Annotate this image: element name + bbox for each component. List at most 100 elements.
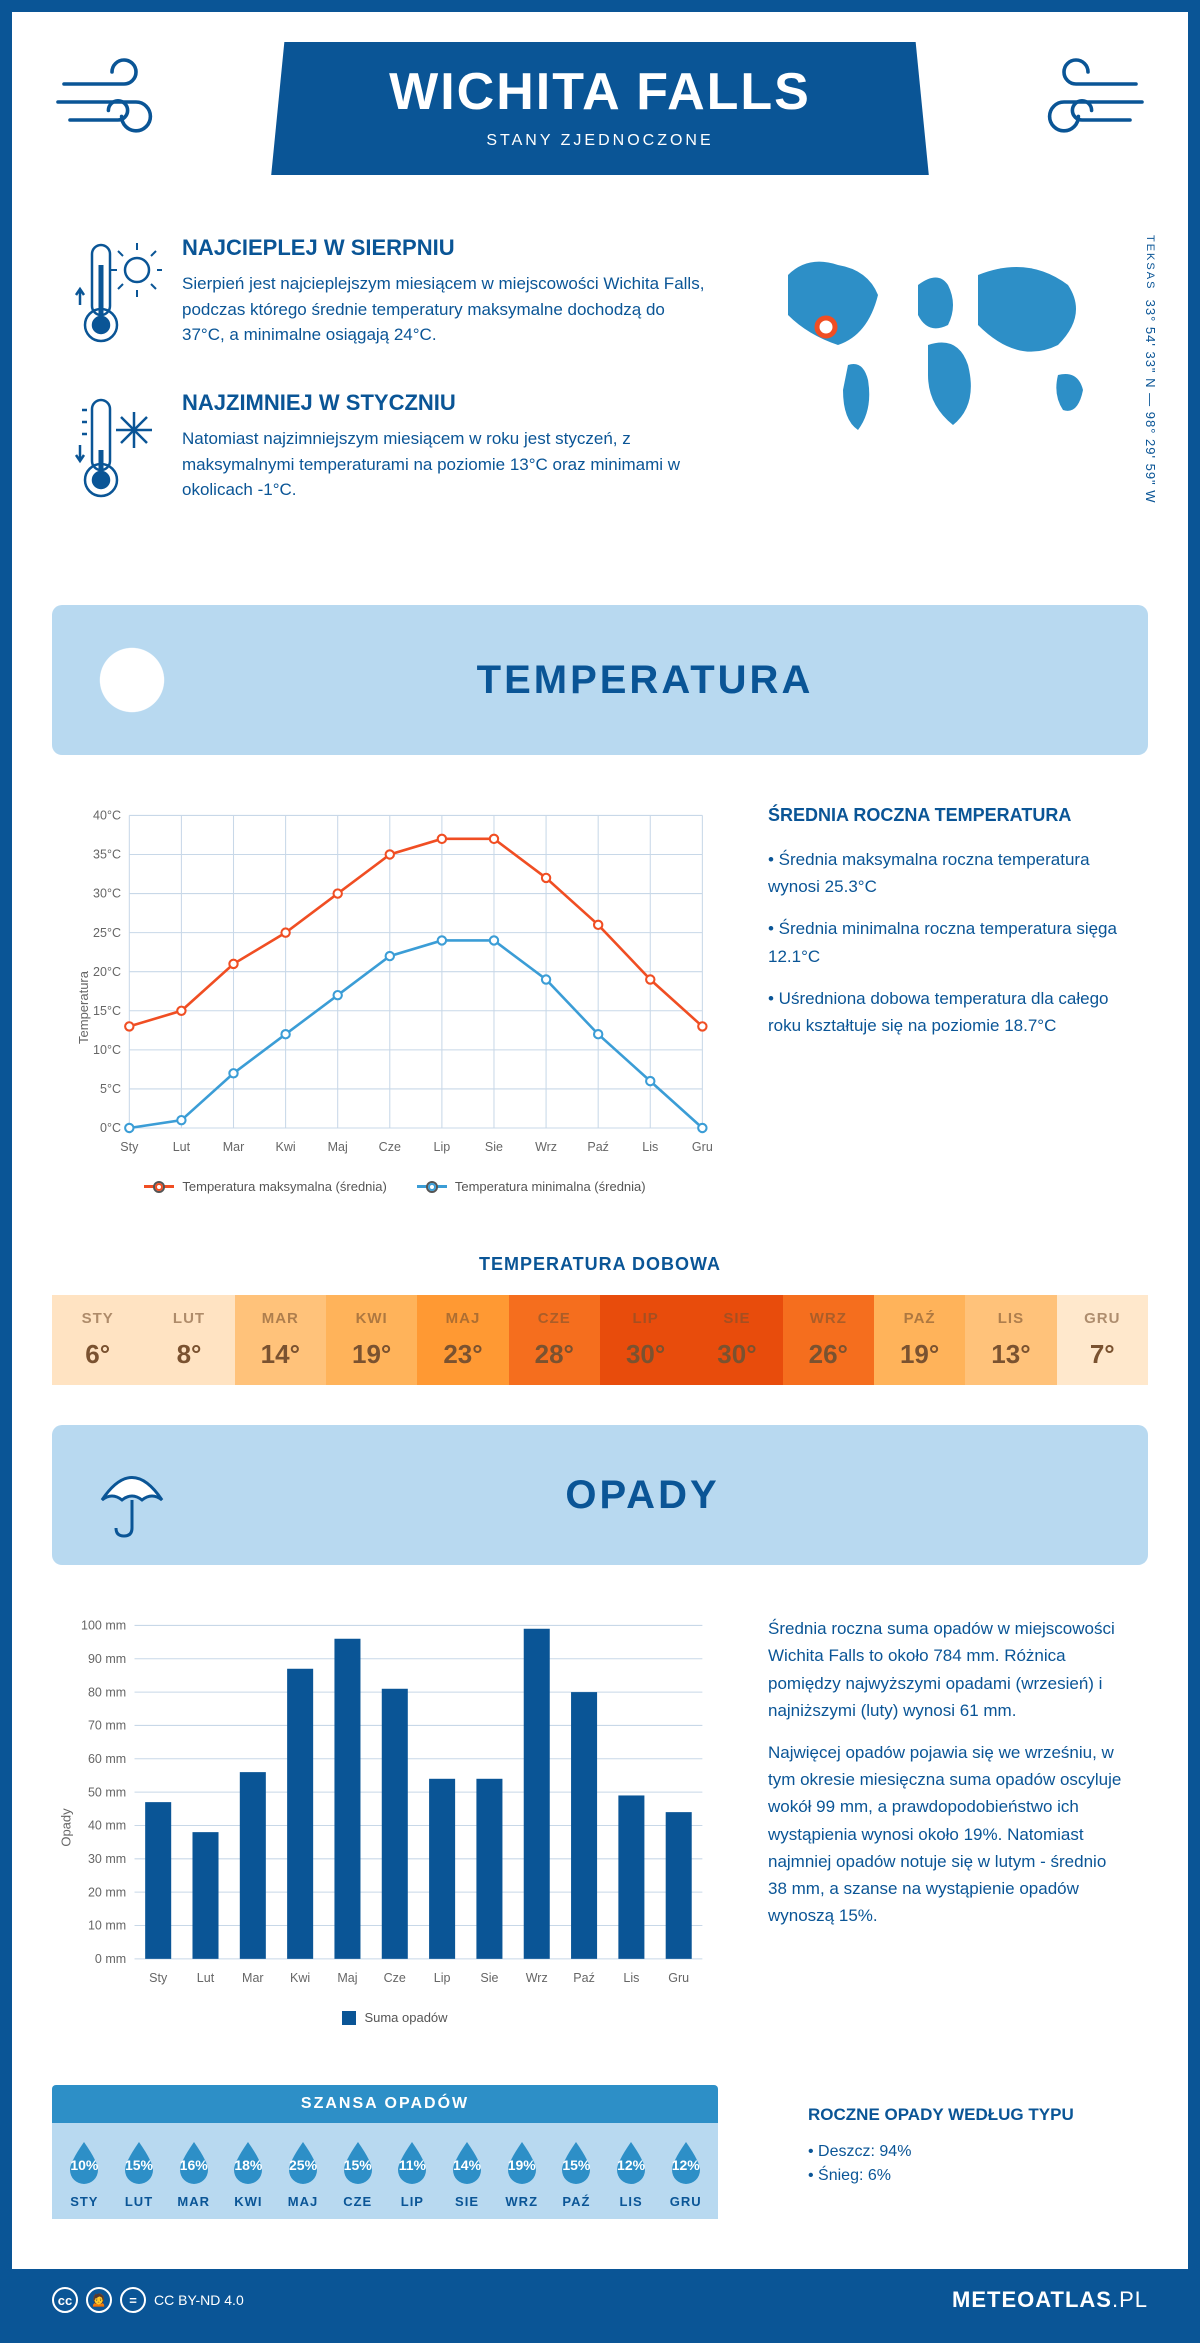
footer-brand: METEOATLAS.PL [952,2287,1148,2313]
temperature-section-header: TEMPERATURA [52,605,1148,755]
temp-cell: CZE28° [509,1295,600,1385]
city-title: WICHITA FALLS [351,62,849,122]
svg-text:20°C: 20°C [93,965,121,979]
svg-text:Sty: Sty [120,1140,139,1154]
daily-temp-table: STY6°LUT8°MAR14°KWI19°MAJ23°CZE28°LIP30°… [52,1295,1148,1385]
svg-text:Lis: Lis [623,1971,639,1985]
location-marker [817,318,835,336]
svg-text:100 mm: 100 mm [81,1619,126,1633]
temp-cell: LIS13° [965,1295,1056,1385]
svg-text:Maj: Maj [337,1971,357,1985]
temp-cell: LUT8° [143,1295,234,1385]
svg-text:25°C: 25°C [93,926,121,940]
svg-text:Sie: Sie [485,1140,503,1154]
svg-text:15°C: 15°C [93,1004,121,1018]
title-ribbon: WICHITA FALLS STANY ZJEDNOCZONE [271,42,929,175]
intro-section: NAJCIEPLEJ W SIERPNIU Sierpień jest najc… [12,215,1188,585]
rain-chance-cell: 14%SIE [440,2138,495,2209]
svg-text:0°C: 0°C [100,1121,121,1135]
coordinates: TEKSAS 33° 54' 33" N — 98° 29' 59" W [1143,235,1158,504]
svg-text:Lis: Lis [642,1140,658,1154]
hottest-title: NAJCIEPLEJ W SIERPNIU [182,235,708,261]
svg-text:40 mm: 40 mm [88,1819,126,1833]
temperature-legend: Temperatura maksymalna (średnia) Tempera… [72,1179,718,1194]
rain-chance-cell: 18%KWI [221,2138,276,2209]
svg-text:Lip: Lip [434,1140,451,1154]
precipitation-chart: Opady 0 mm10 mm20 mm30 mm40 mm50 mm60 mm… [72,1615,718,2025]
daily-temp-heading: TEMPERATURA DOBOWA [12,1254,1188,1275]
svg-text:10°C: 10°C [93,1043,121,1057]
svg-text:0 mm: 0 mm [95,1952,126,1966]
temp-cell: KWI19° [326,1295,417,1385]
precipitation-info: Średnia roczna suma opadów w miejscowośc… [768,1615,1128,2025]
svg-text:Gru: Gru [668,1971,689,1985]
temp-cell: GRU7° [1057,1295,1148,1385]
svg-text:Lut: Lut [173,1140,191,1154]
precipitation-section-header: OPADY [52,1425,1148,1565]
svg-text:5°C: 5°C [100,1082,121,1096]
rain-chance-cell: 15%PAŹ [549,2138,604,2209]
country-subtitle: STANY ZJEDNOCZONE [351,132,849,150]
svg-text:Kwi: Kwi [290,1971,310,1985]
svg-text:70 mm: 70 mm [88,1719,126,1733]
svg-text:Cze: Cze [379,1140,401,1154]
svg-text:Lip: Lip [434,1971,451,1985]
coldest-text: Natomiast najzimniejszym miesiącem w rok… [182,426,708,503]
rain-chance-cell: 12%GRU [658,2138,713,2209]
precipitation-heading: OPADY [177,1473,1108,1518]
svg-text:Cze: Cze [384,1971,406,1985]
rain-chance-cell: 12%LIS [604,2138,659,2209]
svg-text:Mar: Mar [242,1971,264,1985]
svg-text:Sty: Sty [149,1971,168,1985]
temp-cell: STY6° [52,1295,143,1385]
wind-icon-left [52,42,172,162]
by-icon: 🙍 [86,2287,112,2313]
rain-chance-cell: 16%MAR [166,2138,221,2209]
svg-text:35°C: 35°C [93,848,121,862]
nd-icon: = [120,2287,146,2313]
precipitation-legend: Suma opadów [72,2010,718,2025]
hottest-block: NAJCIEPLEJ W SIERPNIU Sierpień jest najc… [72,235,708,360]
svg-text:50 mm: 50 mm [88,1786,126,1800]
svg-text:Maj: Maj [328,1140,348,1154]
sun-icon [82,630,182,730]
rain-chance-cell: 19%WRZ [494,2138,549,2209]
umbrella-icon [87,1450,177,1540]
temperature-heading: TEMPERATURA [182,658,1108,703]
license: cc 🙍 = CC BY-ND 4.0 [52,2287,244,2313]
svg-text:Paź: Paź [573,1971,595,1985]
svg-text:Gru: Gru [692,1140,713,1154]
rain-chance-cell: 10%STY [57,2138,112,2209]
svg-text:Lut: Lut [197,1971,215,1985]
svg-text:Mar: Mar [223,1140,245,1154]
header: WICHITA FALLS STANY ZJEDNOCZONE [12,12,1188,215]
svg-text:Paź: Paź [587,1140,609,1154]
thermometer-sun-icon [72,235,162,360]
footer: cc 🙍 = CC BY-ND 4.0 METEOATLAS.PL [12,2269,1188,2331]
svg-text:Wrz: Wrz [535,1140,557,1154]
svg-text:20 mm: 20 mm [88,1886,126,1900]
temp-cell: SIE30° [691,1295,782,1385]
svg-text:Wrz: Wrz [526,1971,548,1985]
annual-temperature-info: ŚREDNIA ROCZNA TEMPERATURA • Średnia mak… [768,805,1128,1194]
world-map [748,235,1128,455]
temperature-chart: Temperatura 0°C5°C10°C15°C20°C25°C30°C35… [72,805,718,1194]
temp-cell: WRZ26° [783,1295,874,1385]
temp-cell: MAJ23° [417,1295,508,1385]
svg-text:Sie: Sie [480,1971,498,1985]
wind-icon-right [1028,42,1148,162]
temp-cell: PAŹ19° [874,1295,965,1385]
svg-text:30 mm: 30 mm [88,1852,126,1866]
coldest-title: NAJZIMNIEJ W STYCZNIU [182,390,708,416]
rain-chance-cell: 15%CZE [330,2138,385,2209]
svg-text:80 mm: 80 mm [88,1686,126,1700]
rain-chance-cell: 11%LIP [385,2138,440,2209]
rain-chance-table: SZANSA OPADÓW 10%STY15%LUT16%MAR18%KWI25… [52,2085,718,2219]
thermometer-snow-icon [72,390,162,515]
svg-text:90 mm: 90 mm [88,1652,126,1666]
svg-text:40°C: 40°C [93,809,121,823]
rain-chance-cell: 25%MAJ [276,2138,331,2209]
svg-text:10 mm: 10 mm [88,1919,126,1933]
coldest-block: NAJZIMNIEJ W STYCZNIU Natomiast najzimni… [72,390,708,515]
cc-icon: cc [52,2287,78,2313]
